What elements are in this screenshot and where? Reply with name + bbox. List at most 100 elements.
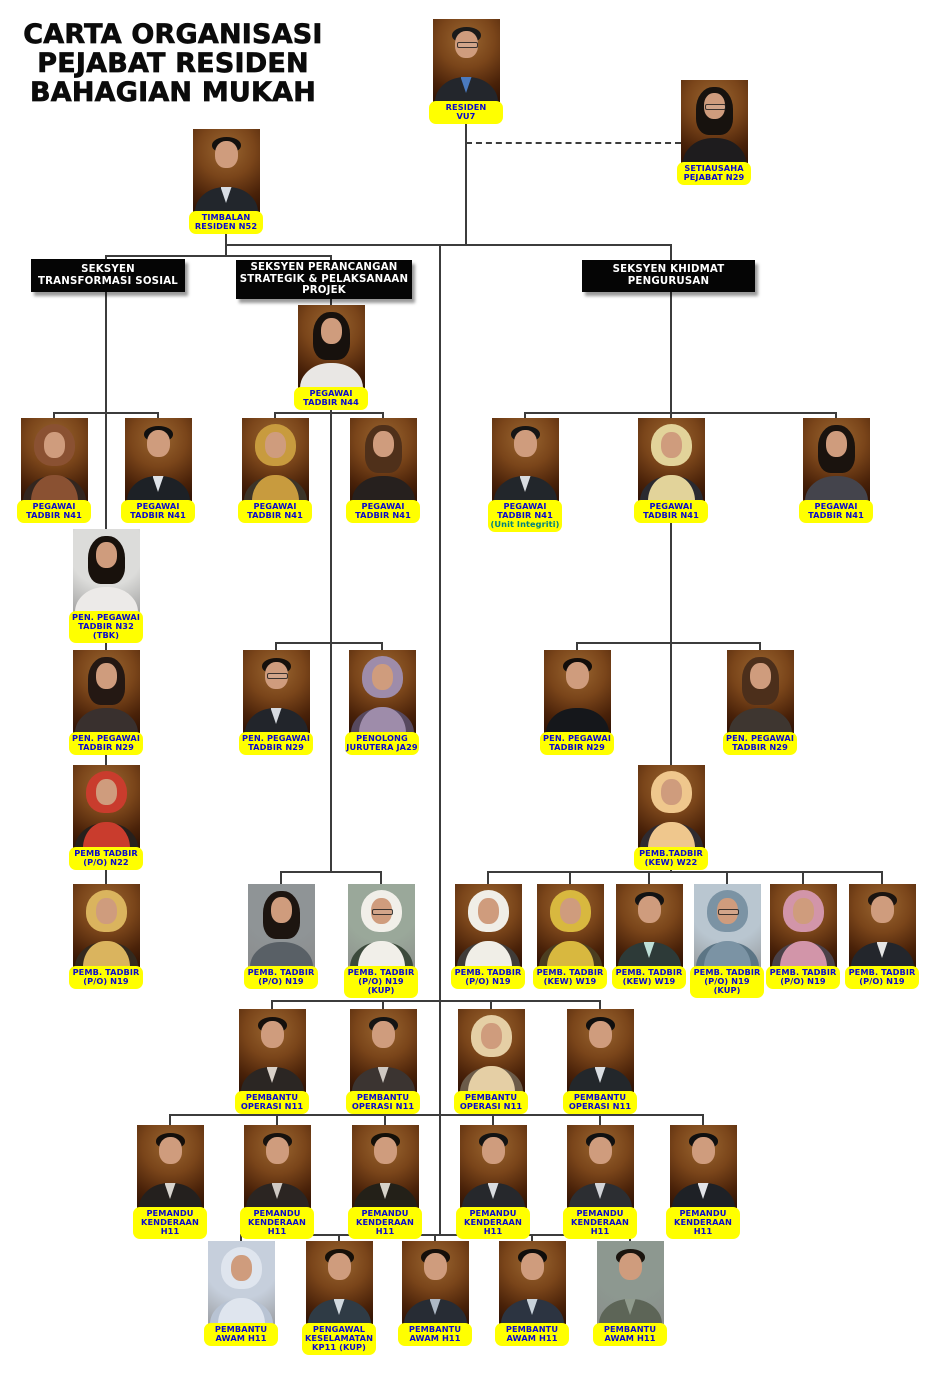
role-label-line: PENOLONG — [356, 733, 408, 743]
org-node-pemb-tadbir-n22: PEMB TADBIR (P/O) N22 — [69, 765, 143, 870]
shirt-collar-shape — [271, 1183, 283, 1199]
face-shape face — [95, 898, 117, 924]
role-label-line: TADBIR N41 — [247, 509, 303, 520]
role-label-line: RESIDEN N52 — [194, 220, 258, 231]
portrait-photo — [566, 1009, 634, 1092]
role-label-line: TADBIR N29 — [732, 741, 788, 752]
connector-line — [802, 871, 804, 885]
role-label-line: PEGAWAI — [503, 501, 547, 511]
face-shape face — [792, 898, 814, 924]
portrait-photo — [348, 650, 416, 733]
role-label: PEMANDU KENDERAAN H11 — [348, 1207, 422, 1239]
org-node-pemb-tadbir-kew-w22: PEMB.TADBIR (KEW) W22 — [634, 765, 708, 870]
face-shape face — [371, 664, 393, 690]
role-label-line: H11 — [375, 1225, 395, 1236]
role-label: PEMB. TADBIR (P/O) N19 — [451, 966, 525, 989]
portrait-photo — [432, 19, 500, 102]
section-header-line: SEKSYEN KHIDMAT — [612, 264, 725, 276]
role-label: PEMANDU KENDERAAN H11 — [456, 1207, 530, 1239]
role-label-line: PEMBANTU — [464, 1092, 518, 1102]
role-label-line: H11 — [590, 1225, 610, 1236]
connector-line — [577, 642, 760, 644]
portrait-photo — [498, 1241, 566, 1324]
role-label: PEMBANTU AWAM H11 — [593, 1323, 667, 1346]
role-label: PEMANDU KENDERAAN H11 — [240, 1207, 314, 1239]
shoulders-shape — [249, 942, 313, 967]
connector-line — [488, 871, 882, 873]
role-label: PEMANDU KENDERAAN H11 — [133, 1207, 207, 1239]
org-node-pemb-tadbir-n19-kup: PEMB. TADBIR (P/O) N19 (KUP) — [690, 884, 764, 998]
face-shape — [265, 1137, 289, 1164]
role-label-line: PEMBANTU — [505, 1324, 559, 1334]
role-label: PEMANDU KENDERAAN H11 — [666, 1207, 740, 1239]
face-shape — [327, 1253, 351, 1280]
portrait-photo — [207, 1241, 275, 1324]
org-node-pembantu-awam-3: PEMBANTU AWAM H11 — [495, 1241, 569, 1346]
face-shape — [703, 93, 725, 119]
role-label-line: PEMBANTU — [356, 1092, 410, 1102]
portrait-photo — [72, 884, 140, 967]
org-node-pemb-tadbir-n19-ts: PEMB. TADBIR (P/O) N19 — [69, 884, 143, 989]
face-shape face — [559, 898, 581, 924]
section-header-perancangan: SEKSYEN PERANCANGAN STRATEGIK & PELAKSANA… — [236, 260, 412, 299]
role-label: PEMB. TADBIR (P/O) N19 — [766, 966, 840, 989]
role-label: PEGAWAI TADBIR N41 — [121, 500, 195, 523]
org-node-pemb-tadbir-n19-kp2: PEMB. TADBIR (P/O) N19 — [766, 884, 840, 989]
role-label-line: TADBIR N41 — [497, 509, 553, 520]
face-shape face — [480, 1023, 502, 1049]
role-label: PEMB. TADBIR (P/O) N19 — [845, 966, 919, 989]
dashed-connector-line — [466, 142, 681, 144]
portrait-photo — [124, 418, 192, 501]
role-label: PEGAWAI TADBIR N41 — [17, 500, 91, 523]
connector-line — [384, 1114, 386, 1126]
role-label-line: (Unit Integriti) — [490, 518, 560, 529]
portrait-photo — [726, 650, 794, 733]
role-label-line: (P/O) N19 — [83, 975, 129, 986]
connector-line — [382, 412, 384, 420]
shirt-collar-shape — [624, 1299, 636, 1315]
role-label-line: PEMB.TADBIR — [639, 848, 703, 858]
org-node-pembantu-awam-4: PEMBANTU AWAM H11 — [593, 1241, 667, 1346]
shoulders-shape — [299, 363, 363, 388]
role-label: PEMBANTU AWAM H11 — [398, 1323, 472, 1346]
role-label-line: H11 — [160, 1225, 180, 1236]
role-label: PEN. PEGAWAI TADBIR N29 — [69, 732, 143, 755]
role-label: PEGAWAI TADBIR N41 (Unit Integriti) — [488, 500, 562, 532]
role-label: SETIAUSAHA PEJABAT N29 — [677, 162, 751, 185]
section-header-transformasi: SEKSYEN TRANSFORMASI SOSIAL — [31, 259, 185, 292]
role-label-line: PEMB. TADBIR — [693, 967, 761, 977]
connector-line — [881, 871, 883, 885]
portrait-photo — [491, 418, 559, 501]
role-label: PEGAWAI TADBIR N44 — [294, 387, 368, 410]
shirt-collar-shape — [333, 1299, 345, 1315]
role-label-line: KENDERAAN — [571, 1216, 629, 1227]
role-label-line: (P/O) N19 — [358, 975, 404, 986]
face-shape face — [370, 898, 392, 924]
role-label-line: TADBIR N41 — [130, 509, 186, 520]
org-node-pegawai-tadbir-n41-sp2: PEGAWAI TADBIR N41 — [346, 418, 420, 523]
org-node-pemb-tadbir-n19-kp3: PEMB. TADBIR (P/O) N19 — [845, 884, 919, 989]
shirt-collar-shape — [270, 708, 282, 724]
role-label-line: KENDERAAN — [141, 1216, 199, 1227]
role-label: PENOLONG JURUTERA JA29 — [345, 732, 419, 755]
shirt-collar-shape — [487, 1183, 499, 1199]
role-label-line: PEGAWAI — [309, 388, 353, 398]
connector-line — [599, 1000, 601, 1010]
face-shape — [214, 141, 238, 168]
portrait-photo — [72, 765, 140, 848]
portrait-photo — [596, 1241, 664, 1324]
role-label-line: PENGAWAL — [312, 1324, 366, 1334]
org-node-pegawai-tadbir-n41-ts2: PEGAWAI TADBIR N41 — [121, 418, 195, 523]
role-label-line: (P/O) N22 — [83, 856, 129, 867]
shirt-collar-shape — [266, 1067, 278, 1083]
face-shape face — [716, 898, 738, 924]
section-header-line: STRATEGIK & PELAKSANAAN — [239, 273, 409, 285]
role-label-line: (P/O) N19 — [465, 975, 511, 986]
face-shape — [691, 1137, 715, 1164]
connector-line — [226, 244, 671, 246]
role-label-line: PEGAWAI — [361, 501, 405, 511]
role-label-line: (KUP) — [367, 984, 395, 995]
section-header-line: SEKSYEN — [81, 263, 135, 275]
role-label: PEMBANTU OPERASI N11 — [235, 1091, 309, 1114]
role-label-line: (P/O) N19 — [859, 975, 905, 986]
